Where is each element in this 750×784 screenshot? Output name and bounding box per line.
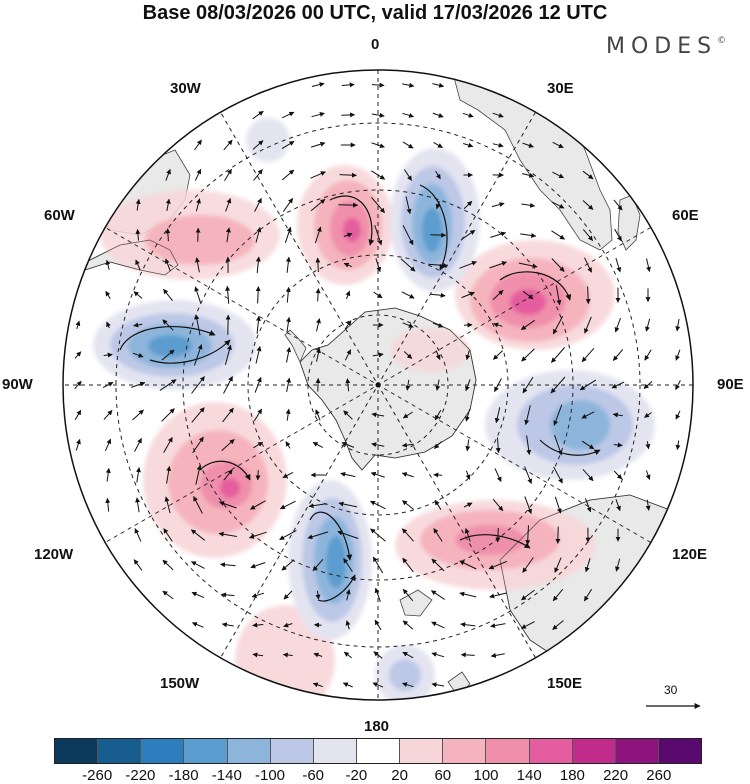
colorbar-tick-label: 100	[473, 767, 498, 784]
reference-vector-label: 30	[664, 683, 677, 697]
negative-anomaly-20w	[246, 118, 290, 162]
colorbar-tick-label: -100	[255, 767, 285, 784]
polar-map	[0, 0, 750, 735]
wind-vector	[430, 235, 445, 236]
colorbar-swatch	[228, 739, 271, 763]
colorbar-tick-label: 260	[646, 767, 671, 784]
colorbar-swatch	[530, 739, 573, 763]
positive-anomaly-120e	[395, 500, 595, 590]
positive-anomaly-pole	[390, 328, 470, 372]
colorbar-swatch	[400, 739, 443, 763]
colorbar-swatch	[357, 739, 400, 763]
label-lon-150w: 150W	[160, 675, 199, 692]
colorbar-swatch	[486, 739, 529, 763]
colorbar-swatch	[616, 739, 659, 763]
pole-marker	[376, 383, 381, 388]
negative-anomaly-160w	[288, 480, 372, 640]
label-lon-90w: 90W	[2, 376, 33, 393]
wind-vector	[434, 475, 442, 476]
colorbar-swatch	[141, 739, 184, 763]
colorbar-tick-label: -220	[125, 767, 155, 784]
negative-anomaly-30e	[390, 148, 480, 292]
label-lon-60e: 60E	[672, 207, 699, 224]
label-lon-0: 0	[371, 36, 379, 53]
label-lon-60w: 60W	[44, 207, 75, 224]
negative-anomaly-90e	[485, 370, 655, 480]
label-lon-150e: 150E	[547, 675, 582, 692]
colorbar-tick-label: 60	[434, 767, 451, 784]
colorbar-swatch	[659, 739, 701, 763]
positive-anomaly-60e	[455, 240, 615, 350]
colorbar-tick-label: -180	[169, 767, 199, 784]
colorbar-tick-label: 220	[603, 767, 628, 784]
colorbar-swatch	[443, 739, 486, 763]
colorbar	[54, 738, 702, 764]
colorbar-tick-label: 140	[517, 767, 542, 784]
colorbar-swatch	[314, 739, 357, 763]
colorbar-swatch	[184, 739, 227, 763]
wind-vector	[498, 528, 499, 542]
colorbar-tick-label: -260	[82, 767, 112, 784]
label-lon-120w: 120W	[34, 546, 73, 563]
colorbar-swatch	[55, 739, 98, 763]
colorbar-tick-label: 180	[560, 767, 585, 784]
colorbar-swatch	[573, 739, 616, 763]
colorbar-tick-label: 20	[391, 767, 408, 784]
wind-vector	[315, 625, 322, 626]
colorbar-swatch	[271, 739, 314, 763]
colorbar-swatch	[98, 739, 141, 763]
label-lon-90e: 90E	[717, 376, 744, 393]
positive-anomaly-110w	[143, 402, 287, 558]
label-lon-30e: 30E	[547, 80, 574, 97]
wind-vector	[341, 115, 354, 116]
colorbar-tick-label: -20	[346, 767, 368, 784]
label-lon-120e: 120E	[672, 546, 707, 563]
colorbar-tick-label: -140	[212, 767, 242, 784]
label-lon-30w: 30W	[170, 80, 201, 97]
colorbar-tick-label: -60	[302, 767, 324, 784]
label-lon-180: 180	[364, 718, 389, 735]
